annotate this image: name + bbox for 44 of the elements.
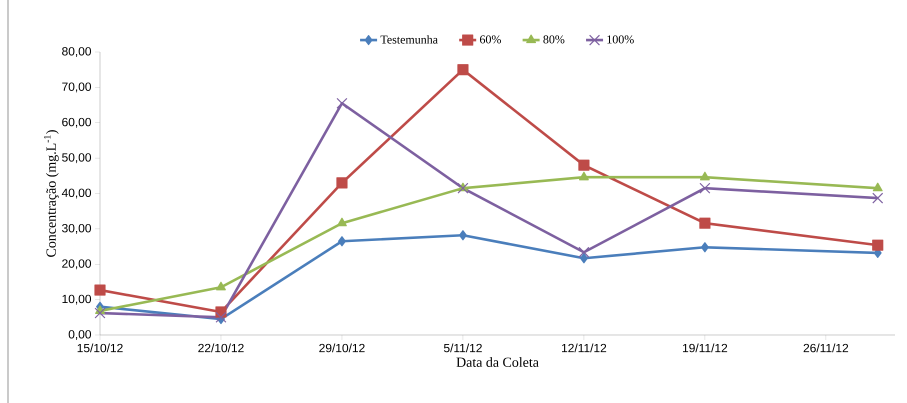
y-tick-label: 80,00 — [62, 47, 92, 57]
point — [337, 218, 347, 226]
y-tick-label: 40,00 — [62, 188, 92, 198]
point — [457, 64, 469, 76]
point — [700, 242, 709, 252]
x-tick-label: 29/10/12 — [319, 344, 365, 352]
y-axis-title: Concentração (mg.L$^{-1}$) — [44, 130, 59, 257]
y-tick-label: 30,00 — [62, 224, 92, 234]
point — [700, 172, 710, 180]
x-tick-label: 22/10/12 — [198, 344, 244, 352]
point — [578, 246, 590, 258]
point — [579, 172, 589, 180]
y-tick-label: 60,00 — [62, 118, 92, 128]
point — [580, 253, 588, 264]
point — [94, 284, 106, 296]
point — [699, 182, 710, 194]
point — [338, 236, 346, 246]
x-tick-label: 5/11/12 — [444, 344, 482, 352]
point — [872, 182, 883, 192]
point — [699, 218, 710, 229]
y-tick-label: 20,00 — [62, 259, 92, 270]
legend-label: Testemunha — [380, 35, 438, 44]
point — [94, 308, 106, 319]
point — [336, 177, 348, 188]
point — [458, 230, 467, 240]
y-tick-label: 70,00 — [62, 82, 92, 92]
x-axis-title: Data da Coleta — [456, 357, 539, 367]
x-tick-label: 19/11/12 — [682, 344, 728, 352]
point — [457, 182, 468, 194]
point — [872, 192, 884, 204]
legend-label: 60% — [480, 35, 501, 44]
x-tick-label: 15/10/12 — [78, 344, 123, 352]
x-tick-label: 12/11/12 — [562, 344, 606, 352]
point — [336, 98, 348, 109]
point — [578, 160, 590, 171]
y-tick-label: 50,00 — [62, 153, 92, 164]
legend-label: 80% — [543, 35, 564, 44]
legend-label: 100% — [607, 35, 634, 44]
x-tick-label: 26/11/12 — [804, 344, 848, 352]
point — [215, 312, 227, 323]
y-tick-label: 10,00 — [62, 294, 92, 305]
point — [872, 240, 884, 251]
point — [216, 282, 226, 290]
y-tick-label: 0,00 — [68, 330, 92, 340]
